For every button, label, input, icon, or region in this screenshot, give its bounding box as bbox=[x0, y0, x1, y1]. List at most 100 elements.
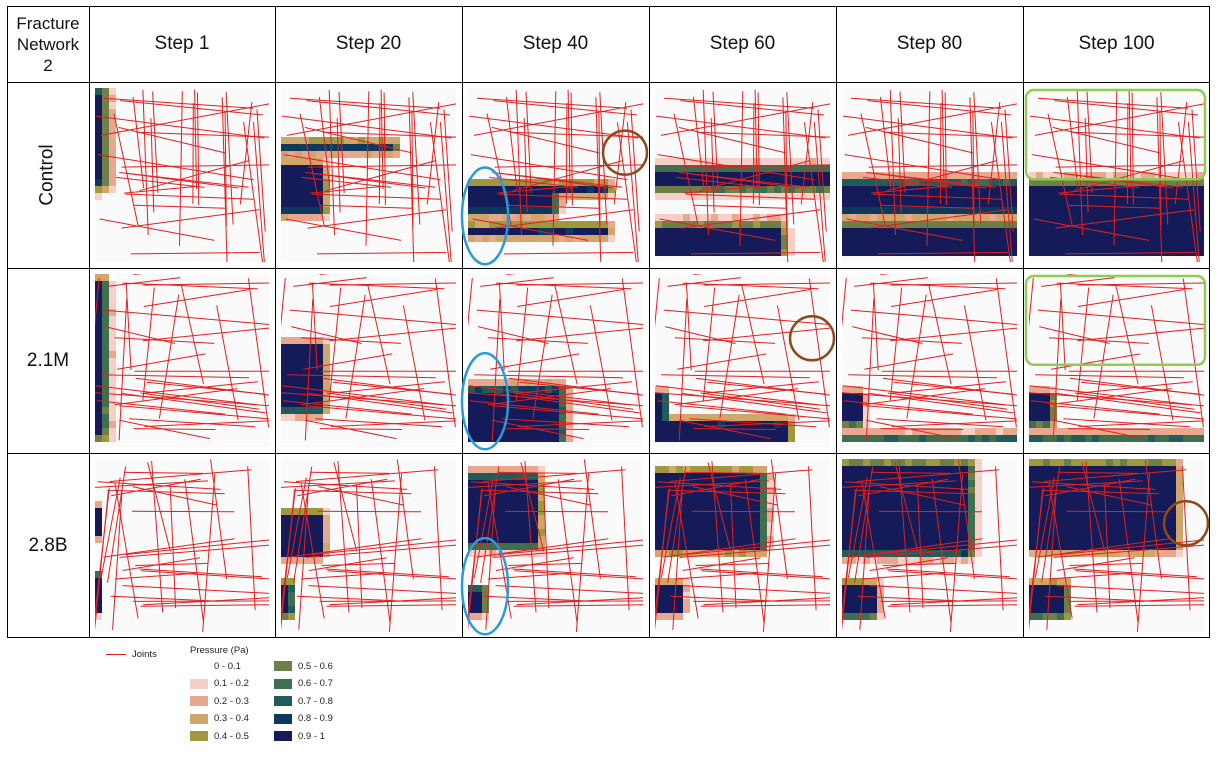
pressure-cell bbox=[1148, 214, 1155, 221]
joint-line bbox=[1048, 572, 1131, 580]
pressure-cell bbox=[655, 529, 662, 536]
joint-line bbox=[703, 381, 819, 394]
joint-line bbox=[321, 562, 396, 566]
pressure-cell bbox=[475, 435, 482, 442]
pressure-cell bbox=[926, 480, 933, 487]
pressure-cell bbox=[662, 473, 669, 480]
pressure-cell bbox=[725, 193, 732, 200]
pressure-cell bbox=[1071, 522, 1078, 529]
pressure-cell bbox=[1029, 487, 1036, 494]
pressure-cell bbox=[870, 578, 877, 585]
pressure-cell bbox=[912, 435, 919, 442]
pressure-cell bbox=[1099, 515, 1106, 522]
joint-line bbox=[1077, 327, 1204, 342]
pressure-cell bbox=[1183, 186, 1190, 193]
pressure-cell bbox=[309, 158, 316, 165]
pressure-cell bbox=[975, 221, 982, 228]
pressure-cell bbox=[711, 228, 718, 235]
pressure-cell bbox=[781, 214, 788, 221]
pressure-cell bbox=[1029, 606, 1036, 613]
joint-line bbox=[118, 298, 128, 441]
pressure-cell bbox=[344, 137, 351, 144]
pressure-cell bbox=[1155, 193, 1162, 200]
pressure-map bbox=[95, 274, 269, 447]
joint-line bbox=[505, 97, 518, 189]
pressure-cell bbox=[788, 158, 795, 165]
joints-network bbox=[96, 89, 269, 262]
pressure-cell bbox=[961, 186, 968, 193]
pressure-cell bbox=[863, 606, 870, 613]
pressure-cell bbox=[109, 179, 116, 186]
pressure-cell bbox=[849, 228, 856, 235]
pressure-cell bbox=[1071, 214, 1078, 221]
pressure-cell bbox=[288, 543, 295, 550]
pressure-cell bbox=[1043, 536, 1050, 543]
joint-line bbox=[703, 327, 830, 342]
pressure-cell bbox=[704, 529, 711, 536]
pressure-cell bbox=[538, 501, 545, 508]
joint-line bbox=[283, 154, 441, 181]
pressure-cell bbox=[870, 249, 877, 256]
pressure-cell bbox=[302, 550, 309, 557]
pressure-cell bbox=[856, 249, 863, 256]
pressure-cell bbox=[475, 613, 482, 620]
pressure-cell bbox=[496, 228, 503, 235]
pressure-cell bbox=[316, 158, 323, 165]
pressure-map bbox=[281, 459, 456, 632]
pressure-cell bbox=[489, 186, 496, 193]
pressure-cell bbox=[1141, 501, 1148, 508]
joint-line bbox=[95, 385, 257, 406]
pressure-cell bbox=[982, 228, 989, 235]
joint-line bbox=[869, 585, 1017, 594]
pressure-cell bbox=[732, 487, 739, 494]
pressure-cell bbox=[655, 428, 662, 435]
pressure-cell bbox=[316, 529, 323, 536]
pressure-cell bbox=[669, 193, 676, 200]
pressure-cell bbox=[489, 494, 496, 501]
pressure-cell bbox=[968, 242, 975, 249]
pressure-cell bbox=[482, 613, 489, 620]
joint-line bbox=[136, 131, 269, 138]
pressure-cell bbox=[711, 249, 718, 256]
pressure-cell bbox=[669, 494, 676, 501]
pressure-cell bbox=[718, 172, 725, 179]
pressure-cell bbox=[718, 221, 725, 228]
joint-line bbox=[316, 251, 447, 255]
joint-line bbox=[1059, 282, 1066, 371]
pressure-cell bbox=[1057, 193, 1064, 200]
pressure-cell bbox=[961, 543, 968, 550]
pressure-cell bbox=[655, 165, 662, 172]
pressure-cell bbox=[1029, 393, 1036, 400]
pressure-cell bbox=[919, 249, 926, 256]
joint-line bbox=[509, 131, 643, 138]
pressure-cell bbox=[739, 501, 746, 508]
pressure-cell bbox=[718, 473, 725, 480]
pressure-cell bbox=[95, 330, 102, 337]
pressure-cell bbox=[482, 214, 489, 221]
joint-line bbox=[1044, 595, 1154, 602]
pressure-cell bbox=[912, 487, 919, 494]
joint-line bbox=[808, 466, 817, 611]
pressure-cell bbox=[309, 414, 316, 421]
pressure-cell bbox=[1120, 459, 1127, 466]
pressure-cell bbox=[877, 235, 884, 242]
pressure-cell bbox=[295, 358, 302, 365]
joint-line bbox=[1070, 131, 1204, 138]
pressure-cell bbox=[1064, 543, 1071, 550]
pressure-cell bbox=[503, 494, 510, 501]
joint-line bbox=[972, 112, 975, 227]
pressure-cell bbox=[863, 494, 870, 501]
pressure-cell bbox=[1155, 501, 1162, 508]
pressure-cell bbox=[697, 228, 704, 235]
pressure-cell bbox=[940, 221, 947, 228]
pressure-cell bbox=[1099, 536, 1106, 543]
pressure-cell bbox=[1050, 585, 1057, 592]
joint-line bbox=[147, 462, 171, 552]
pressure-cell bbox=[281, 414, 288, 421]
pressure-cell bbox=[1050, 536, 1057, 543]
pressure-cell bbox=[933, 172, 940, 179]
joint-line bbox=[616, 122, 637, 262]
pressure-cell bbox=[725, 487, 732, 494]
pressure-cell bbox=[538, 522, 545, 529]
pressure-cell bbox=[912, 249, 919, 256]
